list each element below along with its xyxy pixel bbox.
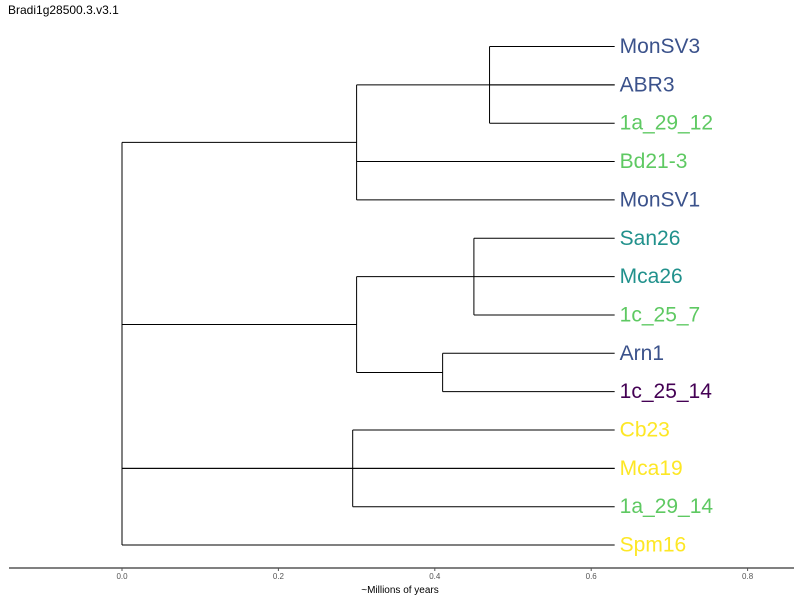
chart-title: Bradi1g28500.3.v3.1 (8, 3, 119, 17)
x-tick-label: 0.4 (429, 572, 441, 581)
leaf-label: MonSV1 (620, 188, 701, 211)
leaf-label: Spm16 (620, 534, 687, 557)
x-tick-label: 0.6 (586, 572, 598, 581)
x-tick-label: 0.2 (273, 572, 285, 581)
leaf-label: Bd21-3 (620, 150, 688, 173)
x-axis-label: ~Millions of years (361, 585, 439, 596)
leaf-label: San26 (620, 227, 681, 250)
leaf-label: MonSV3 (620, 35, 701, 58)
leaf-label: 1c_25_7 (620, 303, 701, 326)
leaf-label: Mca19 (620, 457, 683, 480)
leaf-label: 1a_29_14 (620, 495, 714, 518)
leaf-label: 1c_25_14 (620, 380, 713, 403)
leaf-labels: MonSV3 ABR3 1a_29_12 Bd21-3 MonSV1 San26 Mca26… (620, 35, 714, 557)
leaf-label: 1a_29_12 (620, 112, 713, 135)
x-tick-label: 0.8 (742, 572, 754, 581)
leaf-label: ABR3 (620, 73, 675, 96)
leaf-label: Mca26 (620, 265, 683, 288)
x-tick-label: 0.0 (116, 572, 128, 581)
tree-branches (121, 46, 615, 546)
x-axis: 0.0 0.2 0.4 0.6 0.8 ~Millions of years (9, 567, 794, 596)
leaf-label: Cb23 (620, 419, 670, 442)
leaf-label: Arn1 (620, 342, 664, 365)
x-axis-ticks: 0.0 0.2 0.4 0.6 0.8 (116, 568, 754, 581)
